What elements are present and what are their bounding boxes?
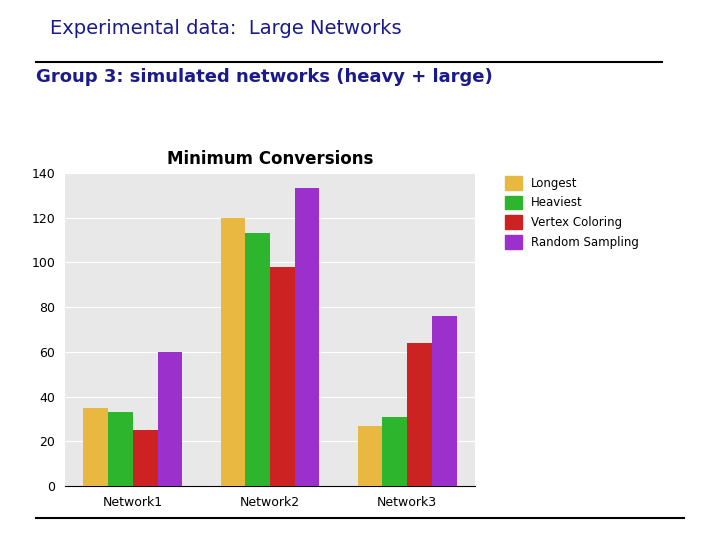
Legend: Longest, Heaviest, Vertex Coloring, Random Sampling: Longest, Heaviest, Vertex Coloring, Rand…: [502, 172, 642, 252]
Bar: [382, 417, 408, 486]
Bar: [270, 267, 294, 486]
Bar: [132, 430, 158, 486]
Bar: [432, 316, 456, 486]
Bar: [220, 218, 246, 486]
Bar: [84, 408, 108, 486]
Bar: [108, 412, 132, 486]
Text: Experimental data:  Large Networks: Experimental data: Large Networks: [50, 19, 402, 38]
Bar: [294, 188, 320, 486]
Title: Minimum Conversions: Minimum Conversions: [167, 151, 373, 168]
Text: Group 3: simulated networks (heavy + large): Group 3: simulated networks (heavy + lar…: [36, 68, 492, 85]
Bar: [408, 343, 432, 486]
Bar: [358, 426, 382, 486]
Bar: [158, 352, 182, 486]
Bar: [246, 233, 270, 486]
